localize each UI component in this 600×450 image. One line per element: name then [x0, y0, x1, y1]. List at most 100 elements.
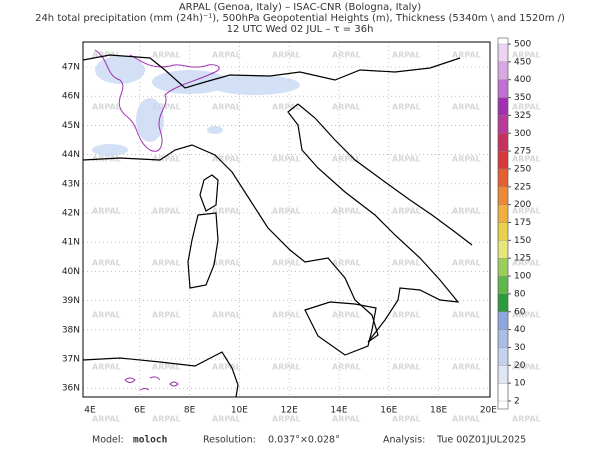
watermark: ARPAL [392, 415, 421, 424]
lon-tick-label: 4E [84, 406, 96, 416]
colorbar-band [497, 240, 509, 259]
colorbar-label: 10 [514, 379, 526, 389]
watermark: ARPAL [272, 259, 301, 268]
footer-label: Resolution: [203, 435, 256, 446]
colorbar-band [497, 79, 509, 98]
colorbar-label: 175 [514, 218, 531, 228]
footer-value: Tue 00Z01JUL2025 [436, 435, 526, 446]
precip-area [92, 56, 300, 156]
watermark: ARPAL [152, 155, 181, 164]
watermark: ARPAL [452, 415, 481, 424]
lat-tick-label: 43N [62, 179, 80, 189]
header-line: ARPAL (Genoa, Italy) – ISAC-CNR (Bologna… [179, 2, 421, 13]
watermark: ARPAL [452, 259, 481, 268]
colorbar-band [497, 43, 509, 63]
lat-tick-label: 39N [62, 296, 80, 306]
watermark: ARPAL [332, 103, 361, 112]
lat-tick-label: 37N [62, 355, 80, 365]
watermark: ARPAL [512, 363, 541, 372]
watermark: ARPAL [92, 259, 121, 268]
lon-tick-label: 14E [330, 406, 347, 416]
watermark: ARPAL [92, 207, 121, 216]
header-line: 12 UTC Wed 02 JUL – τ = 36h [227, 24, 374, 35]
colorbar-frame [497, 37, 509, 410]
lat-tick-label: 42N [62, 209, 80, 219]
watermark: ARPAL [212, 259, 241, 268]
watermark: ARPAL [332, 259, 361, 268]
watermark: ARPAL [332, 51, 361, 60]
watermark: ARPAL [212, 51, 241, 60]
colorbar-band [497, 275, 509, 295]
watermark: ARPAL [272, 103, 301, 112]
colorbar-label: 100 [514, 272, 531, 282]
watermark: ARPAL [272, 155, 301, 164]
colorbar-band [497, 204, 509, 223]
watermark: ARPAL [212, 207, 241, 216]
watermark: ARPAL [332, 363, 361, 372]
lon-tick-label: 10E [231, 406, 248, 416]
watermark: ARPAL [452, 103, 481, 112]
colorbar-band [497, 115, 509, 134]
watermark: ARPAL [512, 415, 541, 424]
header-line: 24h total precipitation (mm (24h)⁻¹), 50… [35, 13, 565, 24]
colorbar-label: 60 [514, 307, 526, 317]
lat-tick-label: 40N [62, 267, 80, 277]
watermark: ARPAL [272, 363, 301, 372]
lat-tick-label: 45N [62, 121, 80, 131]
colorbar-label: 30 [514, 343, 526, 353]
watermark: ARPAL [512, 155, 541, 164]
footer-label: Model: [92, 435, 124, 446]
watermark: ARPAL [152, 51, 181, 60]
watermark: ARPAL [272, 311, 301, 320]
watermark: ARPAL [332, 207, 361, 216]
watermark: ARPAL [92, 415, 121, 424]
watermark: ARPAL [452, 363, 481, 372]
watermark: ARPAL [452, 51, 481, 60]
watermark: ARPAL [92, 103, 121, 112]
watermark: ARPAL [392, 207, 421, 216]
watermark: ARPAL [392, 103, 421, 112]
watermark: ARPAL [392, 363, 421, 372]
watermark: ARPAL [212, 311, 241, 320]
lat-tick-label: 47N [62, 63, 80, 73]
colorbar-label: 150 [514, 236, 531, 246]
watermark: ARPAL [332, 155, 361, 164]
watermark: ARPAL [512, 259, 541, 268]
watermark: ARPAL [152, 311, 181, 320]
watermark: ARPAL [512, 207, 541, 216]
watermark: ARPAL [212, 415, 241, 424]
watermark: ARPAL [152, 259, 181, 268]
colorbar-label: 20 [514, 361, 526, 371]
colorbar-band [497, 347, 509, 366]
colorbar-band [497, 97, 509, 116]
watermark: ARPAL [392, 51, 421, 60]
watermark: ARPAL [152, 103, 181, 112]
watermark: ARPAL [452, 207, 481, 216]
colorbar-label: 450 [514, 57, 531, 67]
colorbar-band [497, 311, 509, 330]
lat-tick-label: 46N [62, 92, 80, 102]
colorbar-band [497, 365, 509, 384]
colorbar-band [497, 382, 509, 402]
lon-tick-label: 20E [480, 406, 497, 416]
colorbar-label: 225 [514, 182, 531, 192]
colorbar-band [497, 293, 509, 312]
colorbar-label: 500 [514, 40, 531, 50]
watermark: ARPAL [272, 415, 301, 424]
lon-tick-label: 18E [430, 406, 447, 416]
watermark: ARPAL [152, 415, 181, 424]
lon-tick-label: 12E [281, 406, 298, 416]
colorbar-band [497, 222, 509, 241]
watermark: ARPAL [212, 363, 241, 372]
footer-value: 0.037°×0.028° [268, 435, 340, 446]
footer-value: moloch [133, 435, 167, 446]
colorbar-label: 2 [514, 397, 520, 407]
watermark: ARPAL [272, 207, 301, 216]
watermark: ARPAL [332, 311, 361, 320]
watermark: ARPAL [212, 103, 241, 112]
watermark: ARPAL [92, 363, 121, 372]
colorbar-band [497, 258, 509, 277]
lat-tick-label: 38N [62, 325, 80, 335]
